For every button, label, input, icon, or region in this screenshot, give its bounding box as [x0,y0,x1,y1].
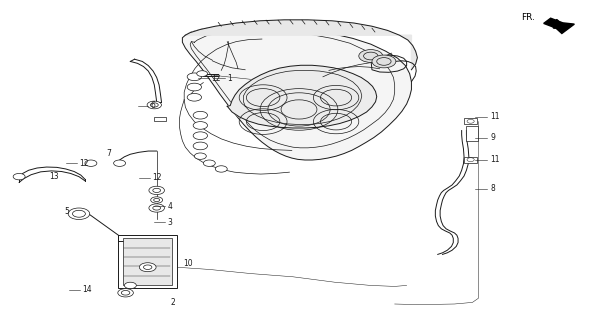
Circle shape [187,93,202,101]
Text: 13: 13 [50,172,59,181]
Circle shape [68,208,90,220]
Circle shape [151,197,163,203]
Text: 4: 4 [167,202,172,211]
Circle shape [149,204,164,212]
Text: 11: 11 [490,156,500,164]
Circle shape [197,71,208,76]
Polygon shape [182,26,411,160]
Circle shape [359,50,383,62]
Bar [154,116,166,121]
Circle shape [149,186,164,195]
Bar [123,238,172,285]
Text: 12: 12 [152,173,162,182]
Text: 7: 7 [106,149,111,158]
Text: 12: 12 [211,74,221,83]
Circle shape [193,122,208,129]
Bar [118,235,177,288]
Text: 1: 1 [227,74,232,83]
Text: 9: 9 [490,133,495,142]
Polygon shape [544,18,574,34]
Circle shape [372,55,396,68]
Text: 12: 12 [79,159,89,168]
Bar [464,118,477,124]
Circle shape [124,282,136,289]
Text: FR.: FR. [521,13,535,22]
Bar [466,126,478,141]
Circle shape [13,173,25,180]
Text: 5: 5 [65,207,69,216]
Text: 11: 11 [490,112,500,121]
Text: 2: 2 [170,298,175,307]
Circle shape [193,132,208,140]
Circle shape [203,160,215,166]
Circle shape [194,153,206,159]
Polygon shape [185,20,417,70]
Circle shape [85,160,97,166]
Circle shape [118,289,133,297]
Circle shape [215,166,227,172]
Text: 10: 10 [184,260,193,268]
Bar [464,157,477,163]
Text: 14: 14 [83,285,92,294]
Polygon shape [227,65,377,128]
Text: 8: 8 [490,184,495,193]
Circle shape [147,101,161,109]
Text: 3: 3 [167,218,172,227]
Circle shape [187,83,202,91]
Circle shape [187,73,202,81]
Text: 6: 6 [151,101,155,110]
Circle shape [114,160,126,166]
Circle shape [139,263,156,272]
Circle shape [193,111,208,119]
Circle shape [193,142,208,150]
